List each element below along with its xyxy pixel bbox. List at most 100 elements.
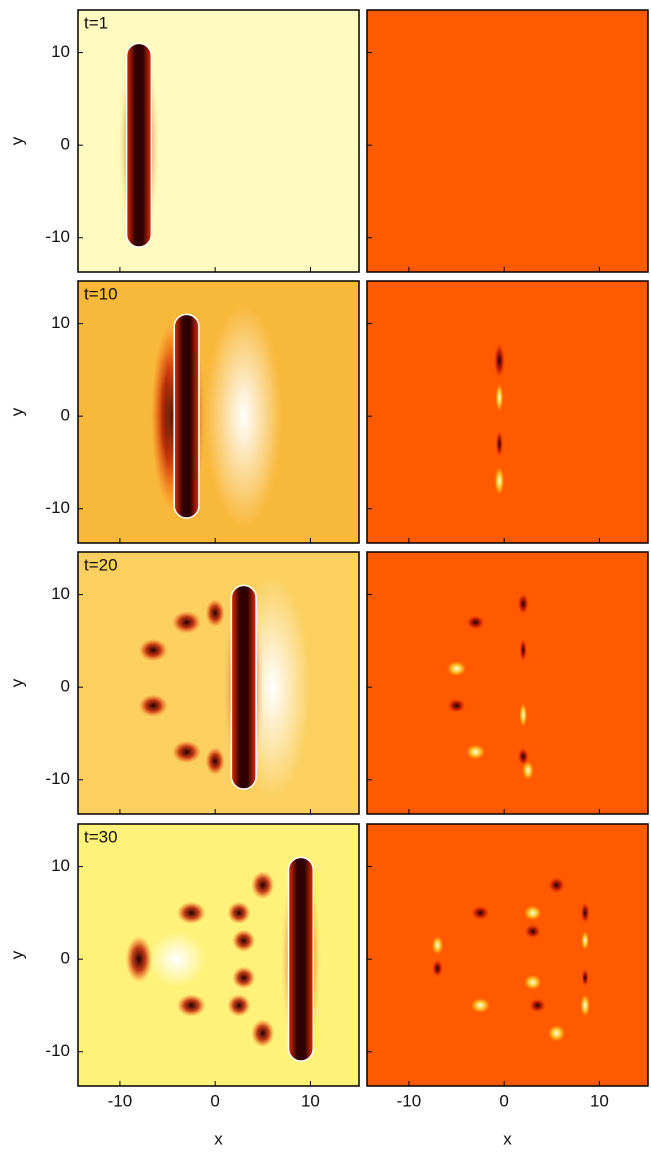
feature [580,994,590,1017]
feature [177,901,206,924]
y-tick-label: 10 [51,856,70,875]
feature [581,968,589,987]
feature [232,929,256,952]
feature [580,901,590,924]
feature [148,931,206,987]
field-background [78,552,359,814]
feature [466,744,486,760]
panel-frame [77,551,360,815]
feature [524,923,542,939]
feature [519,702,528,727]
x-axis-label: x [214,1129,223,1148]
field [367,10,648,272]
x-tick-label: 0 [210,1091,219,1110]
feature [447,698,467,714]
y-axis-label: y [7,950,26,959]
feature [581,931,589,950]
panel-frame [77,9,360,273]
feature [251,1019,275,1048]
y-axis-label: y [7,678,26,687]
y-tick-label: 0 [61,135,70,154]
y-tick-label: -10 [45,498,70,517]
feature [232,966,256,989]
field [78,824,359,1086]
y-tick-label: 0 [61,677,70,696]
panel [366,9,649,273]
field [367,281,648,543]
feature [227,994,251,1017]
y-tick-label: -10 [45,769,70,788]
field-background [367,552,648,814]
panel-frame [366,823,649,1087]
feature [495,430,504,458]
panel-frame [366,9,649,273]
feature [470,905,490,921]
feature [470,998,490,1013]
field-background [367,824,648,1086]
y-axis-label: y [7,136,26,145]
panel: t=10 -10 0 10 y [7,280,360,544]
panel-label: t=20 [84,555,118,574]
feature [524,905,542,921]
panel-frame [366,551,649,815]
field-background [367,281,648,543]
y-tick-label: 0 [61,406,70,425]
y-tick-label: -10 [45,227,70,246]
feature [227,901,251,924]
feature [251,871,275,899]
feature [524,974,542,990]
panel: t=1 -10 0 10 y [7,9,360,273]
feature [172,611,201,634]
feature [431,936,444,955]
feature [519,638,528,663]
x-tick-label: -10 [397,1091,422,1110]
feature [528,998,547,1013]
feature [172,740,201,764]
y-tick-label: -10 [45,1041,70,1060]
x-tick-label: 10 [590,1091,609,1110]
rod [173,313,200,519]
field-background [367,10,648,272]
feature [431,959,444,978]
y-tick-label: 10 [51,313,70,332]
panel [366,551,649,815]
y-tick-label: 10 [51,584,70,603]
panel-label: t=1 [84,13,108,32]
feature [125,936,153,983]
x-axis-label: x [503,1129,512,1148]
feature [177,994,206,1017]
feature [205,599,225,627]
panel [366,280,649,544]
y-tick-label: 10 [51,42,70,61]
feature [447,661,467,677]
x-tick-label: 0 [499,1091,508,1110]
feature [493,342,506,380]
feature [466,614,486,630]
panel-frame [77,280,360,544]
feature [205,747,225,776]
rod [230,584,257,790]
field [367,824,648,1086]
feature [495,383,504,412]
feature [494,467,505,495]
feature [517,592,529,615]
panel-label: t=30 [84,827,118,846]
rod [125,42,153,248]
x-tick-label: 10 [301,1091,320,1110]
field [78,10,359,272]
field [367,552,648,814]
feature [205,305,282,528]
panel: -10 0 10 x [366,823,649,1148]
panel-label: t=10 [84,284,118,303]
rod [287,856,315,1062]
panel-frame [366,280,649,544]
panel-frame [77,823,360,1087]
panel: t=20 -10 0 10 y [7,551,360,815]
feature [138,694,168,717]
feature [547,876,566,894]
x-tick-label: -10 [108,1091,133,1110]
feature [517,747,529,766]
field [78,281,359,543]
field [78,552,359,814]
